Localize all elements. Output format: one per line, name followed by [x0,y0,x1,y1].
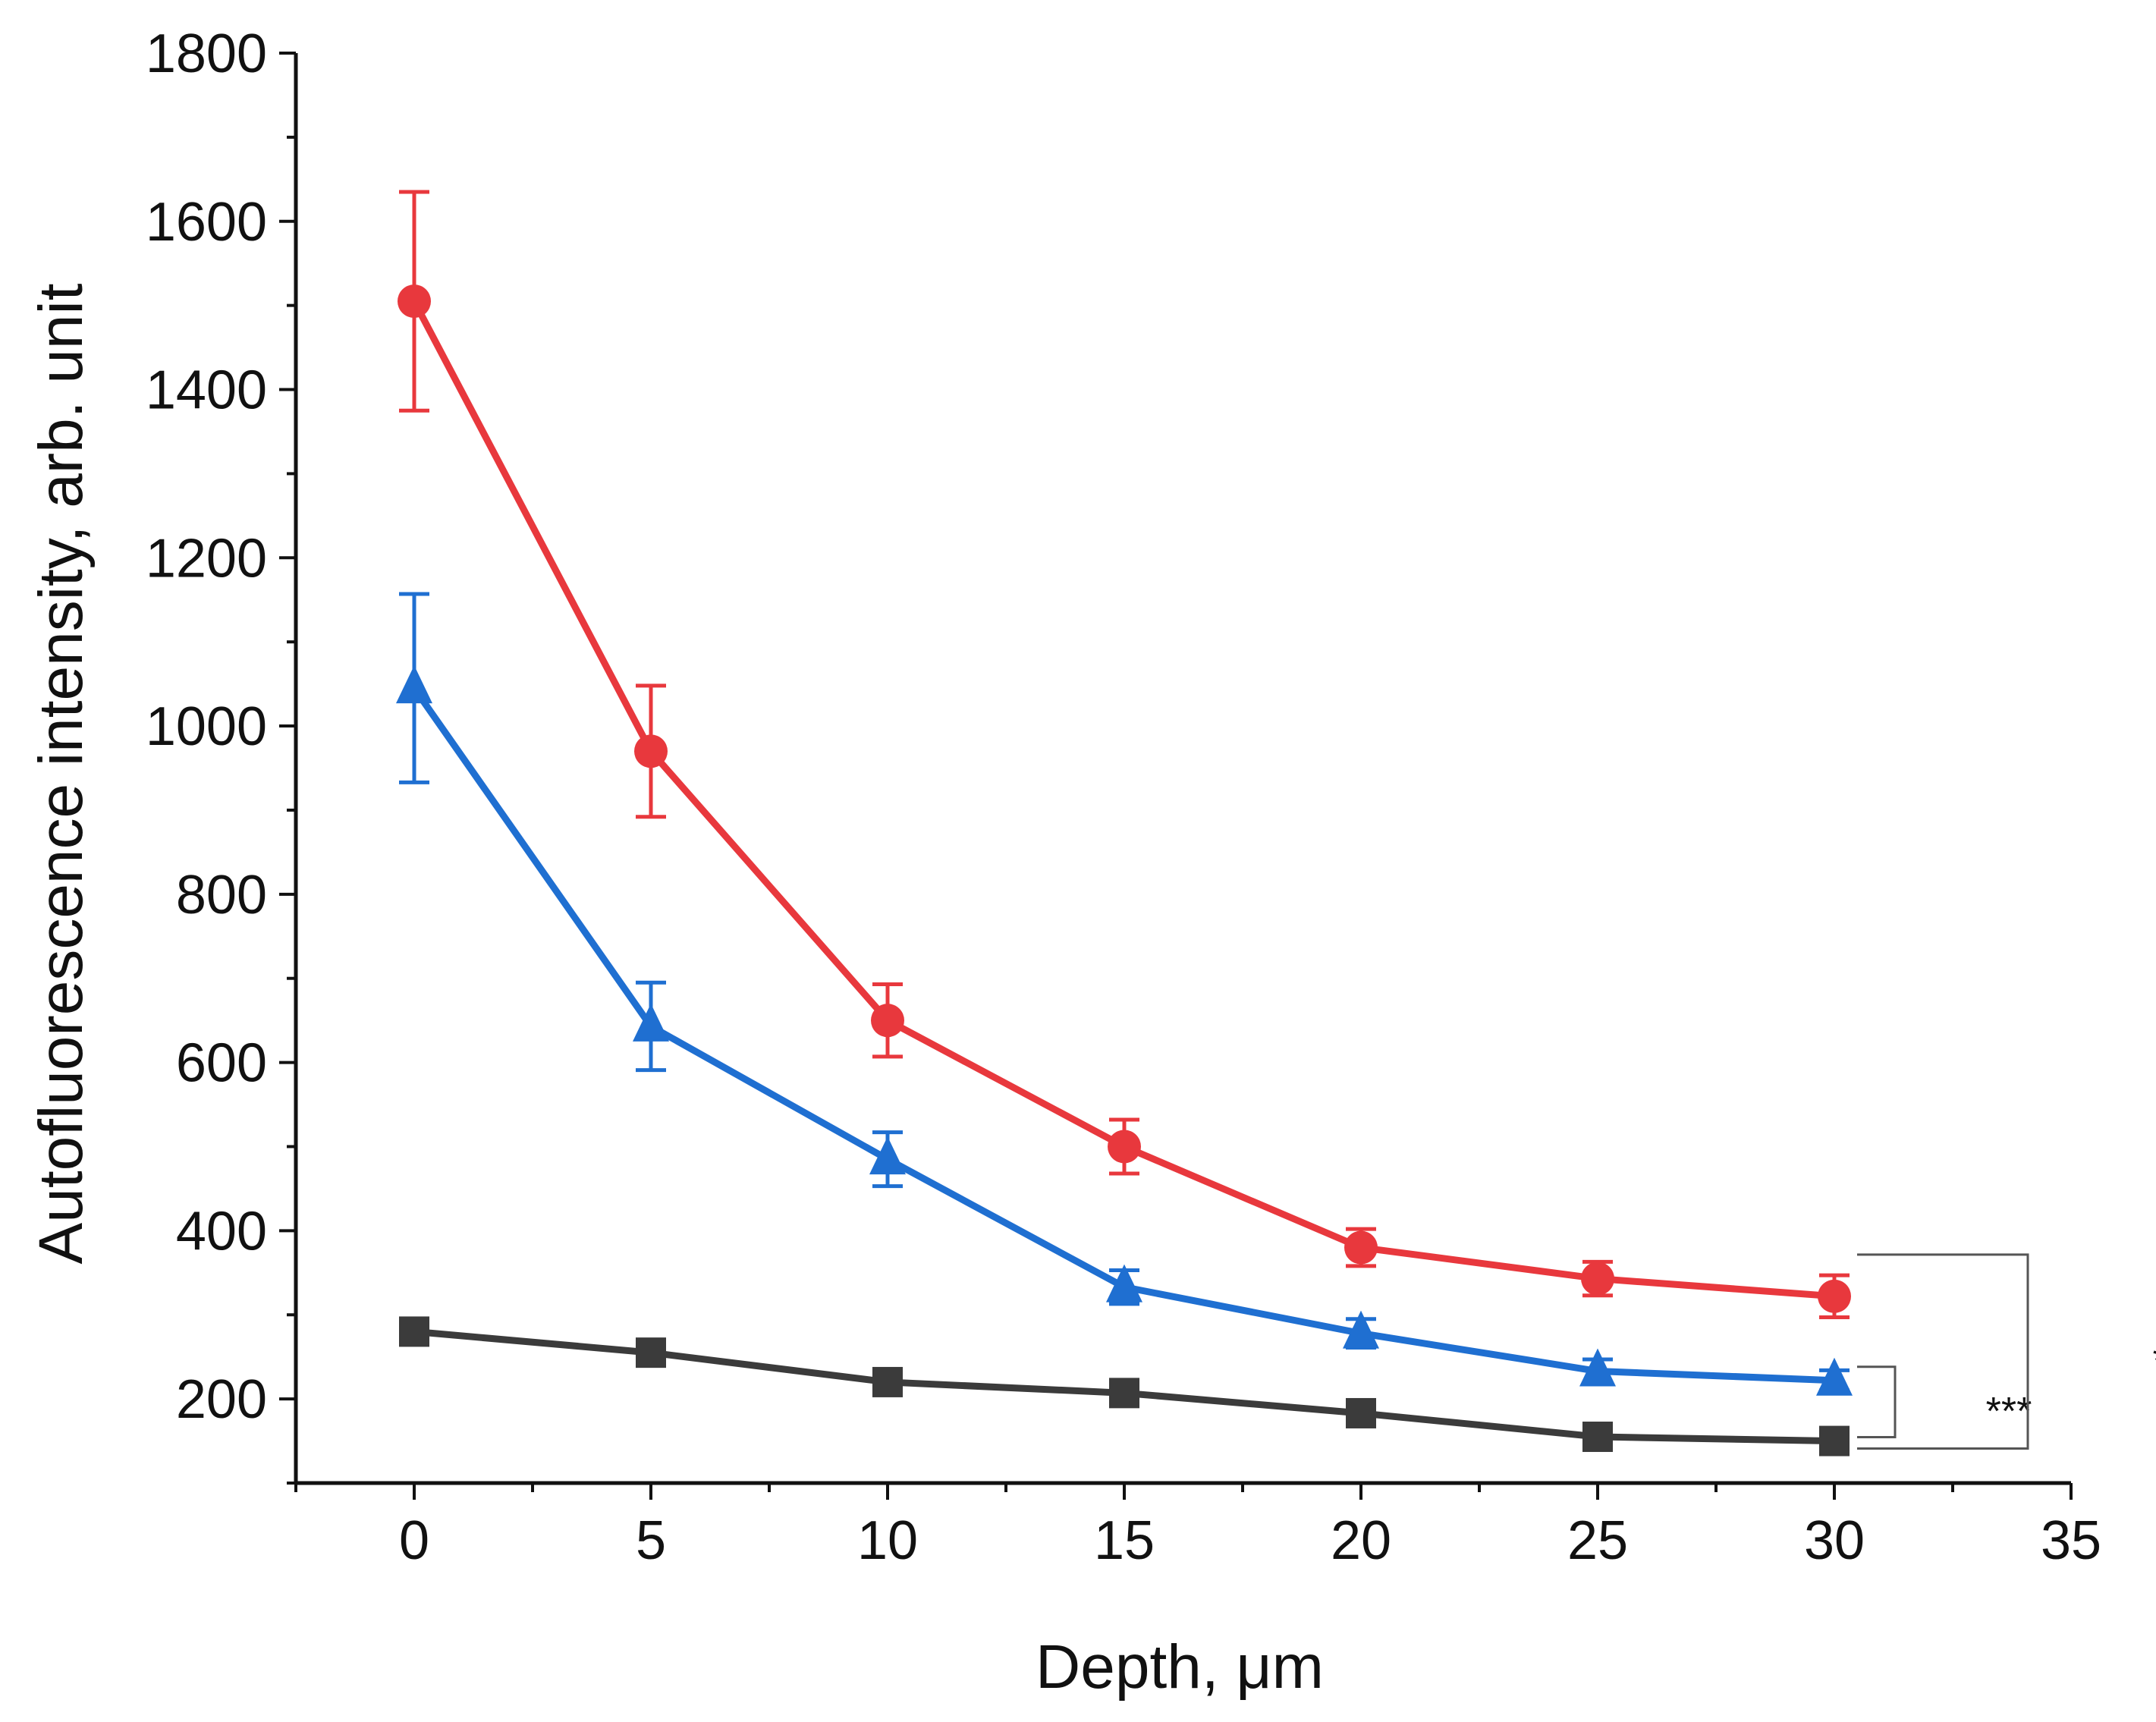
y-tick-label: 1800 [146,24,267,84]
series-blue [396,592,1853,1396]
y-tick-label: 1600 [146,192,267,253]
annotation-layer: *** *** [1857,1253,2156,1450]
axes: 200 400 600 800 1000 1200 1400 1600 1800 0 5 10 15 2… [146,24,2101,1571]
x-ticks: 0 5 10 15 20 25 30 35 [294,1483,2101,1571]
data-point-red [1818,1279,1851,1313]
significance-label: *** [1986,1390,2032,1434]
y-tick-label: 1400 [146,360,267,421]
data-point-red [398,284,431,319]
x-tick-label: 35 [2041,1510,2101,1571]
data-point-black [636,1337,666,1368]
y-tick-label: 200 [176,1369,267,1430]
data-point-red [871,1004,904,1038]
y-tick-label: 800 [176,865,267,925]
data-point-black [1346,1397,1376,1428]
data-point-black [1582,1422,1613,1453]
series-red [398,190,1851,1320]
data-point-blue [869,1136,906,1175]
x-tick-label: 10 [857,1510,918,1571]
y-tick-label: 1000 [146,696,267,757]
data-point-blue [1816,1357,1853,1396]
data-point-red [1581,1262,1614,1296]
x-tick-label: 15 [1094,1510,1155,1571]
x-tick-label: 25 [1567,1510,1628,1571]
x-tick-label: 20 [1331,1510,1391,1571]
data-point-red [634,734,668,768]
significance-label: *** [2153,1340,2156,1384]
bracket-line [1857,1253,2029,1450]
y-axis-title: Autofluorescence intensity, arb. unit [27,283,96,1264]
data-point-red [1108,1130,1141,1164]
data-point-black [1819,1425,1850,1456]
x-axis-title: Depth, μm [1036,1632,1324,1702]
data-point-blue [396,665,432,704]
series-black [399,1316,1850,1456]
y-tick-label: 400 [176,1201,267,1262]
x-tick-label: 0 [399,1510,429,1571]
data-point-black [1109,1378,1139,1409]
data-point-blue [633,1003,669,1042]
y-ticks: 200 400 600 800 1000 1200 1400 1600 1800 [146,24,296,1485]
data-point-black [399,1316,429,1347]
data-point-red [1344,1230,1378,1265]
significance-bracket: *** [1857,1253,2156,1450]
y-tick-label: 1200 [146,528,267,589]
data-point-black [872,1366,903,1397]
series-layer [396,190,1853,1456]
significance-bracket: *** [1857,1365,2032,1439]
x-tick-label: 5 [636,1510,666,1571]
data-point-blue [1579,1348,1616,1387]
data-point-blue [1106,1264,1142,1302]
data-point-blue [1343,1310,1379,1349]
x-tick-label: 30 [1804,1510,1865,1571]
bracket-line [1857,1365,1897,1439]
y-tick-label: 600 [176,1033,267,1094]
